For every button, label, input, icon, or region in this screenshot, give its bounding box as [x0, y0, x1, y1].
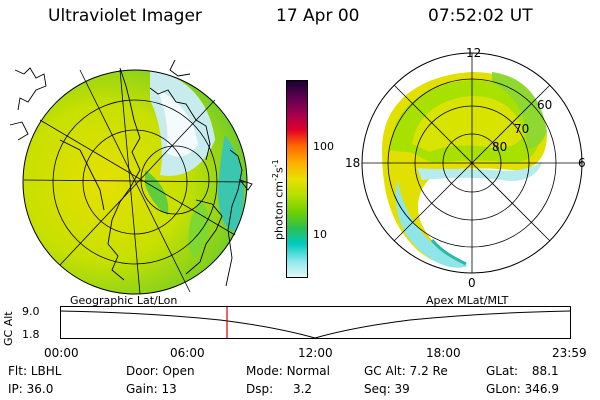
info-mode: Mode: Normal — [246, 364, 330, 378]
altitude-curve — [59, 310, 571, 339]
colorbar-tick-10: 10 — [313, 228, 327, 241]
mlt-label-0: 0 — [468, 276, 476, 290]
magnetic-polar-plot — [361, 52, 583, 274]
time-tick-0600: 06:00 — [170, 346, 205, 360]
altitude-strip-plot — [59, 306, 571, 339]
colorbar — [286, 80, 308, 278]
observation-date: 17 Apr 00 — [276, 6, 360, 26]
mlat-label-60: 60 — [537, 98, 553, 112]
instrument-title: Ultraviolet Imager — [48, 6, 202, 26]
info-flt: Flt: LBHL — [8, 364, 62, 378]
geographic-image-panel — [9, 59, 253, 295]
colorbar-gradient — [287, 81, 307, 277]
mlt-label-18: 18 — [345, 156, 361, 170]
time-tick-0000: 00:00 — [44, 346, 79, 360]
info-seq: Seq: 39 — [364, 382, 410, 396]
altitude-tick-high: 9.0 — [22, 305, 40, 318]
info-glat: GLat: 88.1 — [486, 364, 559, 378]
info-door: Door: Open — [126, 364, 195, 378]
mlt-label-12: 12 — [466, 46, 482, 60]
mlt-label-6: 6 — [578, 156, 586, 170]
info-glon: GLon: 346.9 — [486, 382, 559, 396]
info-dsp: Dsp: 3.2 — [246, 382, 313, 396]
mlat-label-80: 80 — [492, 140, 508, 154]
time-tick-2359: 23:59 — [552, 346, 587, 360]
geographic-map-label: Geographic Lat/Lon — [70, 294, 178, 307]
magnetic-map-label: Apex MLat/MLT — [426, 294, 509, 307]
altitude-axis-label: GC Alt — [2, 311, 15, 346]
colorbar-tick-100: 100 — [313, 140, 334, 153]
info-ip: IP: 36.0 — [8, 382, 54, 396]
info-gc-alt: GC Alt: 7.2 Re — [364, 364, 448, 378]
info-gain: Gain: 13 — [126, 382, 177, 396]
observation-time: 07:52:02 UT — [428, 6, 533, 26]
time-tick-1200: 12:00 — [298, 346, 333, 360]
mlat-label-70: 70 — [514, 122, 530, 136]
altitude-tick-low: 1.8 — [22, 328, 40, 341]
time-tick-1800: 18:00 — [426, 346, 461, 360]
colorbar-axis-label: photon cm-2s-1 — [271, 159, 286, 240]
